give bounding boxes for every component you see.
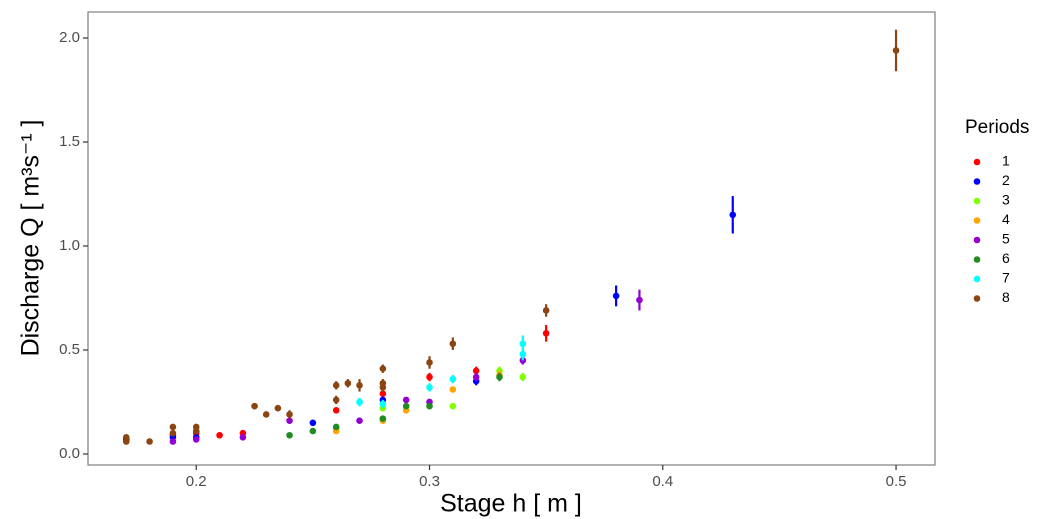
data-point: [426, 384, 433, 391]
data-point: [332, 382, 340, 389]
data-point: [332, 423, 340, 431]
data-point: [379, 400, 387, 408]
data-point: [426, 373, 433, 381]
data-point: [356, 398, 363, 406]
data-point: [251, 402, 258, 410]
data-point: [332, 406, 340, 414]
data-point: [286, 417, 293, 424]
data-point: [309, 419, 317, 427]
y-tick-label: 0.5: [59, 341, 80, 358]
data-point: [426, 402, 433, 410]
legend-label: 8: [1002, 289, 1010, 305]
data-point: [216, 431, 223, 439]
legend-marker: [973, 236, 981, 244]
data-point: [402, 396, 410, 404]
data-point: [636, 296, 643, 304]
data-point: [344, 379, 352, 387]
data-point: [309, 427, 317, 435]
legend-label: 4: [1002, 211, 1010, 227]
legend-marker: [973, 197, 981, 205]
data-point: [472, 367, 480, 375]
legend-label: 1: [1002, 153, 1010, 169]
data-point: [192, 436, 200, 443]
data-point: [449, 402, 457, 410]
legend-marker: [973, 275, 981, 283]
y-tick-label: 0.0: [59, 445, 80, 462]
data-point: [472, 373, 480, 381]
data-point: [892, 47, 900, 54]
data-point: [542, 330, 550, 337]
data-point: [286, 431, 293, 439]
x-tick-label: 0.3: [419, 473, 440, 490]
x-axis-title: Stage h [ m ]: [440, 490, 582, 518]
data-point: [519, 373, 527, 381]
y-axis-title: Discharge Q [ m³s⁻¹ ]: [17, 120, 45, 357]
data-point: [274, 404, 282, 412]
y-tick-label: 1.0: [59, 237, 80, 254]
data-point: [729, 211, 737, 219]
legend-marker: [973, 295, 981, 302]
y-tick-label: 1.5: [59, 133, 80, 150]
data-point: [146, 438, 153, 445]
x-tick-label: 0.5: [886, 473, 907, 490]
data-point: [356, 382, 363, 389]
x-tick-label: 0.4: [652, 473, 673, 490]
data-point: [379, 384, 387, 391]
data-point: [262, 411, 270, 418]
data-point: [169, 423, 177, 431]
data-point: [496, 373, 503, 381]
data-point: [449, 386, 457, 393]
x-tick-label: 0.2: [186, 473, 207, 490]
data-point: [379, 365, 387, 373]
data-point: [379, 390, 387, 397]
data-point: [356, 417, 363, 424]
data-point: [449, 340, 457, 348]
data-point: [122, 438, 130, 445]
data-point: [449, 375, 457, 383]
data-point: [169, 438, 177, 445]
data-point: [542, 307, 550, 314]
data-point: [169, 429, 177, 437]
data-point: [286, 411, 293, 418]
legend-label: 3: [1002, 192, 1010, 208]
data-point: [519, 350, 527, 358]
data-point: [612, 292, 620, 300]
legend-marker: [973, 178, 981, 185]
legend-marker: [973, 217, 981, 224]
legend-marker: [973, 158, 981, 166]
y-tick-label: 2.0: [59, 29, 80, 46]
legend-label: 7: [1002, 270, 1010, 286]
data-point: [192, 427, 200, 435]
data-point: [402, 402, 410, 410]
data-point: [426, 359, 433, 366]
data-point: [519, 340, 527, 348]
legend-label: 2: [1002, 172, 1010, 188]
data-point: [379, 415, 387, 422]
plot-panel: [87, 11, 936, 466]
legend-label: 6: [1002, 250, 1010, 266]
data-point: [239, 434, 247, 441]
legend-marker: [973, 256, 981, 263]
legend-title: Periods: [965, 117, 1029, 138]
legend-label: 5: [1002, 231, 1010, 247]
data-point: [332, 396, 340, 404]
